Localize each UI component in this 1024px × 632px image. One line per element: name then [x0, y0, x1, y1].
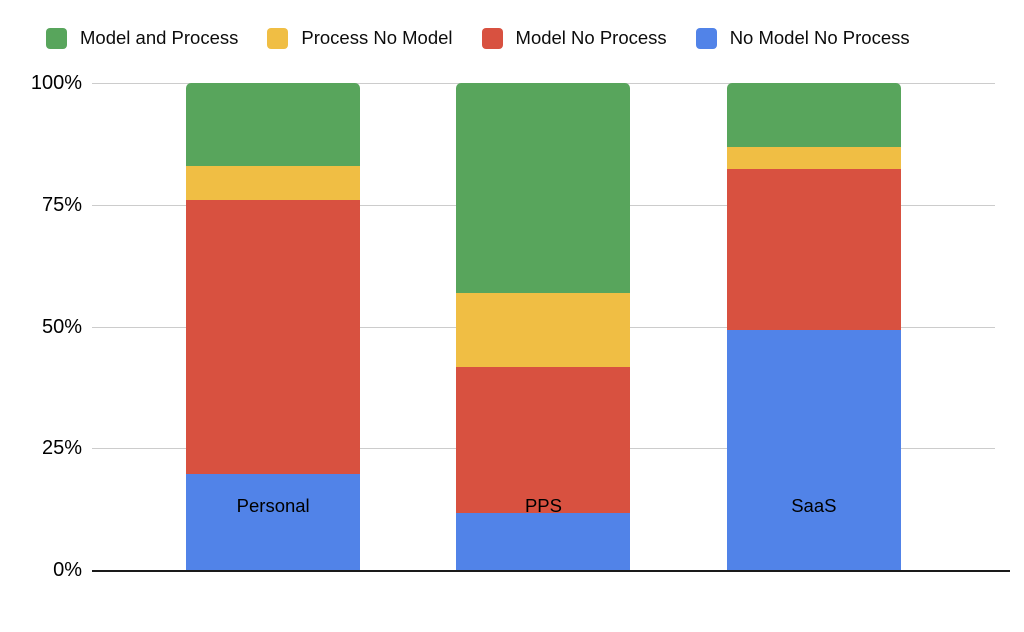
bar-segment-personal-model-no-process[interactable] [186, 200, 361, 475]
bar-segment-saas-model-and-process[interactable] [726, 83, 901, 147]
legend-item-no-model-no-process[interactable]: No Model No Process [695, 27, 910, 49]
legend-item-process-no-model[interactable]: Process No Model [267, 27, 453, 49]
bar-personal [186, 83, 361, 572]
legend-label: Model No Process [515, 27, 667, 48]
legend-label: No Model No Process [729, 27, 910, 48]
y-tick-label-75pct: 75% [41, 194, 82, 216]
bar-slot-personal [138, 83, 408, 572]
legend-label: Process No Model [301, 27, 453, 48]
bar-saas [726, 83, 901, 572]
bar-segment-personal-process-no-model[interactable] [186, 166, 361, 201]
bar-segment-personal-no-model-no-process[interactable] [186, 474, 361, 572]
bar-slot-saas [679, 83, 949, 572]
bar-segment-saas-process-no-model[interactable] [726, 146, 901, 169]
y-tick-label-50pct: 50% [41, 316, 82, 338]
legend-item-model-no-process[interactable]: Model No Process [481, 27, 667, 49]
bar-pps [456, 83, 631, 572]
legend-swatch-icon [481, 27, 503, 49]
x-axis-label-saas: SaaS [791, 495, 837, 516]
y-tick-label-100pct: 100% [30, 72, 82, 94]
legend-swatch-icon [695, 27, 717, 49]
chart-legend: Model and Process Process No Model Model N… [0, 27, 1024, 49]
legend-swatch-icon [267, 27, 289, 49]
bar-segment-saas-model-no-process[interactable] [726, 168, 901, 330]
y-tick-label-25pct: 25% [41, 437, 82, 459]
x-axis-labels: Personal PPS SaaS [92, 495, 995, 517]
chart: 100% 75% 50% 25% 0% [0, 72, 1024, 581]
bar-segment-pps-process-no-model[interactable] [456, 293, 631, 367]
plot-area [92, 83, 995, 572]
bar-segment-pps-model-and-process[interactable] [456, 83, 631, 294]
bars-container [92, 83, 995, 572]
legend-label: Model and Process [80, 27, 239, 48]
x-axis-label-pps: PPS [524, 495, 562, 516]
bar-segment-saas-no-model-no-process[interactable] [726, 329, 901, 572]
y-tick-label-0pct: 0% [53, 559, 82, 581]
x-axis-label-personal: Personal [236, 495, 310, 516]
legend-item-model-and-process[interactable]: Model and Process [46, 27, 238, 49]
bar-segment-pps-no-model-no-process[interactable] [456, 513, 631, 572]
bar-slot-pps [408, 83, 678, 572]
bar-segment-personal-model-and-process[interactable] [186, 83, 361, 167]
legend-swatch-icon [46, 27, 67, 49]
bar-segment-pps-model-no-process[interactable] [456, 366, 631, 514]
x-axis-line [92, 570, 1010, 572]
